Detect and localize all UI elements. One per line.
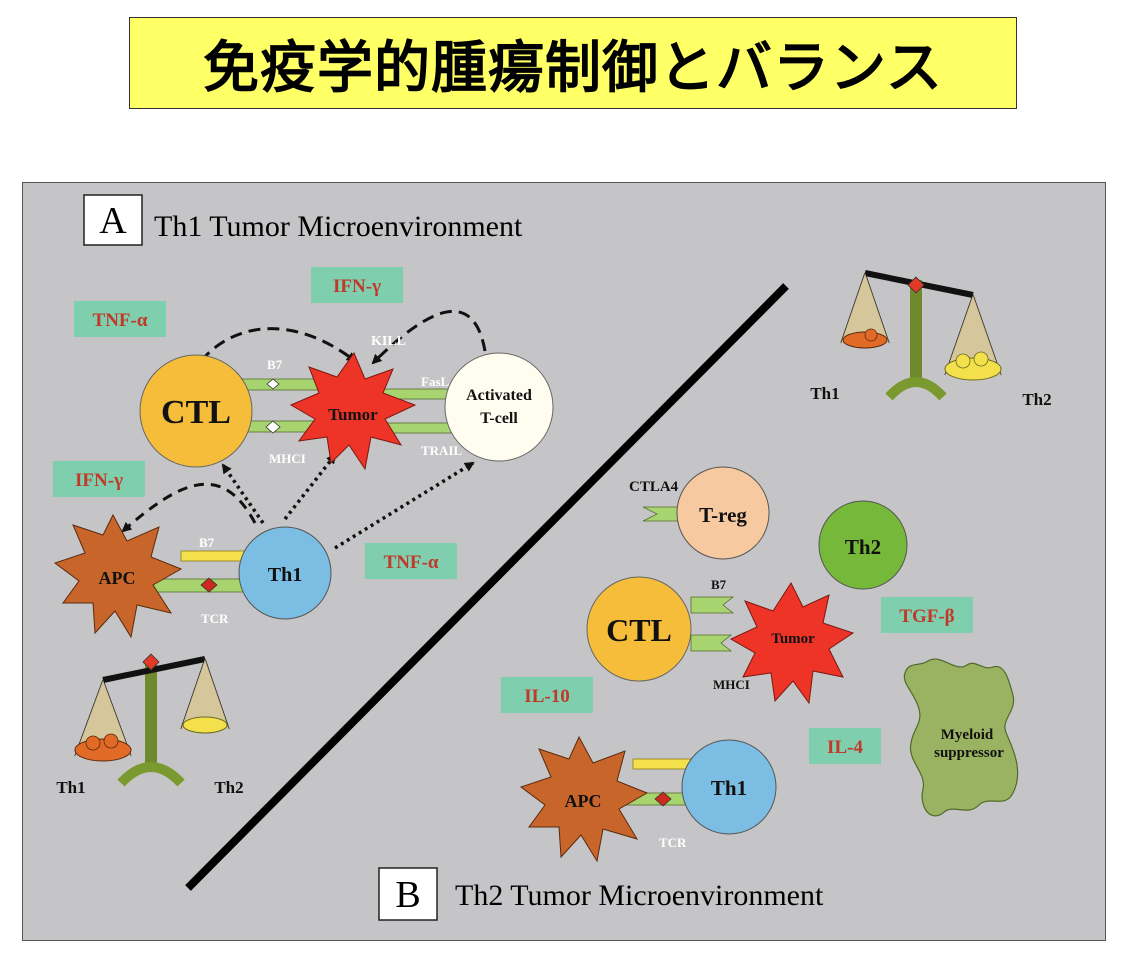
- cytokine-il10-label: IL-10: [524, 686, 569, 707]
- tcr-diamond-b: [654, 791, 672, 807]
- label-mhci-a: MHCI: [269, 451, 306, 466]
- ctl-label-b: CTL: [606, 612, 672, 648]
- treg-cell: T-reg: [676, 466, 770, 560]
- ctl-label: CTL: [161, 394, 231, 431]
- apc-label-b: APC: [565, 791, 602, 811]
- label-b7-b: B7: [711, 577, 727, 592]
- tumor-cell-b: Tumor: [729, 581, 855, 705]
- balance-a-right-label: Th2: [214, 778, 243, 797]
- treg-label: T-reg: [699, 503, 747, 527]
- label-trail: TRAIL: [421, 443, 463, 458]
- balance-b-right-label: Th2: [1022, 390, 1051, 409]
- apc-cell-a: APC: [53, 513, 183, 639]
- label-mhci-b: MHCI: [713, 677, 750, 692]
- receptor-b7-b: [690, 596, 735, 614]
- myeloid-suppressor: Myeloid suppressor: [903, 658, 1019, 817]
- cytokine-ifn-left: IFN-γ: [53, 461, 145, 497]
- ctl-cell: CTL: [139, 354, 253, 468]
- activated-tcell-label-2: T-cell: [480, 410, 518, 427]
- myeloid-label-2: suppressor: [934, 745, 1004, 761]
- panel-b-letter-box: [378, 867, 438, 921]
- arc-th1-to-apc: [121, 482, 257, 533]
- balance-b: Th1 Th2: [810, 270, 1052, 409]
- diagram-panel: A Th1 Tumor Microenvironment TNF-α IFN-γ…: [22, 182, 1106, 941]
- receptor-diamond-1: [266, 378, 280, 390]
- diagram-canvas: A Th1 Tumor Microenvironment TNF-α IFN-γ…: [53, 194, 1052, 921]
- balance-a: Th1 Th2: [56, 653, 244, 797]
- th1-label-a: Th1: [268, 564, 302, 586]
- th1-cell-b: Th1: [681, 739, 777, 835]
- ctl-cell-b: CTL: [586, 576, 692, 682]
- th2-cell: Th2: [818, 500, 908, 590]
- label-fasl: FasL: [421, 374, 450, 389]
- panel-b-heading-text: Th2 Tumor Microenvironment: [455, 879, 824, 912]
- cytokine-ifn-left-label: IFN-γ: [75, 470, 123, 491]
- cytokine-tnf-mid-label: TNF-α: [384, 552, 439, 573]
- receptor-mhci-b: [690, 634, 733, 652]
- tumor-label-b: Tumor: [771, 631, 815, 647]
- label-tcr-b: TCR: [659, 835, 687, 850]
- divider-line: [185, 283, 789, 891]
- receptor-ctla4: [642, 506, 684, 522]
- cytokine-il4-label: IL-4: [827, 737, 863, 758]
- panel-b-heading: B Th2 Tumor Microenvironment: [378, 867, 824, 921]
- activated-tcell-label-1: Activated: [466, 387, 532, 404]
- tumor-label: Tumor: [328, 405, 378, 424]
- panel-a-heading-text: Th1 Tumor Microenvironment: [154, 210, 523, 243]
- cytokine-tgf: TGF-β: [881, 597, 973, 633]
- panel-b-letter: B: [395, 874, 420, 916]
- title-box: 免疫学的腫瘍制御とバランス: [129, 17, 1017, 109]
- label-kill: KILL: [371, 334, 406, 349]
- label-ctla4: CTLA4: [629, 479, 679, 495]
- receptor-b7-apc: [180, 550, 252, 562]
- cytokine-ifn-top: IFN-γ: [311, 267, 403, 303]
- label-tcr-a: TCR: [201, 611, 229, 626]
- label-b7-apc: B7: [199, 535, 215, 550]
- cytokine-tgf-label: TGF-β: [899, 606, 954, 627]
- dotted-th1-tcell: [334, 461, 475, 550]
- tumor-cell: Tumor: [289, 351, 417, 471]
- panel-a-letter-box: [83, 194, 143, 246]
- balance-b-left-label: Th1: [810, 384, 839, 403]
- th1-cell-a: Th1: [238, 526, 332, 620]
- cytokine-tnf-mid: TNF-α: [365, 543, 457, 579]
- dotted-th1-ctl: [221, 463, 265, 524]
- page-title: 免疫学的腫瘍制御とバランス: [203, 35, 943, 101]
- cytokine-tnf-top-label: TNF-α: [93, 310, 148, 331]
- panel-a-heading: A Th1 Tumor Microenvironment: [83, 194, 523, 246]
- tcr-diamond-a: [200, 577, 218, 593]
- myeloid-label-1: Myeloid: [941, 727, 994, 743]
- cytokine-ifn-top-label: IFN-γ: [333, 276, 381, 297]
- receptor-diamond-2: [265, 420, 281, 434]
- th1-label-b: Th1: [711, 776, 747, 800]
- arc-ctl-to-tumor: [199, 327, 357, 363]
- arc-tcell-to-tumor: [371, 309, 487, 365]
- cytokine-tnf-top: TNF-α: [74, 301, 166, 337]
- receptor-b7-ctl: [240, 378, 322, 391]
- cytokine-il4: IL-4: [809, 728, 881, 764]
- apc-cell-b: APC: [519, 735, 649, 863]
- label-b7-top: B7: [267, 357, 283, 372]
- activated-tcell: Activated T-cell: [444, 352, 554, 462]
- th2-label: Th2: [845, 535, 881, 559]
- cytokine-il10: IL-10: [501, 677, 593, 713]
- balance-a-left-label: Th1: [56, 778, 85, 797]
- panel-a-letter: A: [99, 200, 127, 242]
- apc-label-a: APC: [99, 568, 136, 588]
